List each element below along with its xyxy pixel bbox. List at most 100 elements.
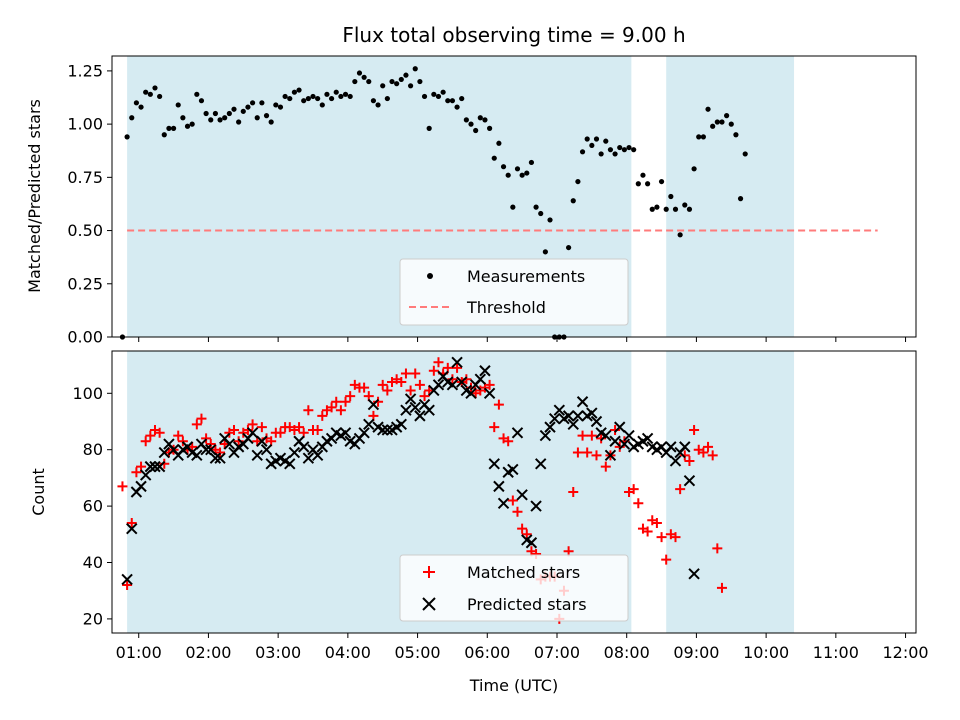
predicted-star-point [400, 404, 412, 416]
measurement-point [184, 123, 191, 129]
measurement-point [649, 206, 655, 212]
top-plot: 0.00 0.25 0.50 0.75 1.00 1.25 Matched/Predict… [25, 55, 917, 347]
measurement-point [514, 166, 521, 172]
predicted-star-point [604, 449, 617, 462]
x-tick-label: 06:00 [464, 643, 510, 662]
measurement-point [500, 164, 507, 170]
measurement-point [440, 89, 446, 95]
predicted-star-point [511, 427, 524, 439]
matched-star-point [633, 498, 644, 509]
legend-predicted-label: Predicted stars [467, 595, 587, 614]
measurement-point [347, 93, 353, 100]
measurement-point [710, 123, 716, 129]
predicted-star-point [451, 356, 463, 368]
measurement-point [482, 117, 488, 123]
matched-star-point [382, 385, 393, 396]
matched-star-point [489, 422, 500, 433]
predicted-star-point [572, 410, 584, 422]
matched-star-point [373, 396, 384, 407]
predicted-star-point [358, 427, 370, 439]
measurement-point [542, 249, 548, 255]
predicted-star-point [618, 438, 631, 450]
predicted-star-point [135, 480, 147, 493]
predicted-star-point [456, 376, 468, 388]
predicted-star-point [395, 418, 408, 431]
matched-star-point [256, 422, 267, 433]
top-legend: Measurements Threshold [399, 258, 629, 326]
measurement-point [491, 155, 497, 161]
matched-star-point [452, 362, 463, 373]
bottom-y-tick-label: 80 [83, 440, 103, 459]
predicted-star-point [139, 469, 152, 481]
measurement-point [510, 204, 516, 210]
matched-star-point [126, 518, 137, 529]
measurement-point [147, 91, 153, 97]
matched-star-point [419, 391, 430, 402]
measurement-point [236, 119, 242, 125]
measurement-point [696, 134, 702, 140]
measurement-point [310, 93, 316, 100]
top-y-tick-label: 0.00 [67, 328, 103, 347]
predicted-star-point [246, 427, 259, 439]
predicted-star-point [363, 418, 375, 431]
measurement-point [714, 119, 720, 125]
matched-star-point [447, 374, 458, 385]
measurement-point [170, 125, 177, 131]
bottom-y-tick-label: 40 [83, 553, 103, 572]
measurement-point [631, 147, 637, 153]
matched-star-point [712, 543, 723, 554]
legend-matched-marker [423, 566, 435, 578]
measurement-point [737, 196, 744, 202]
measurement-point [431, 91, 437, 97]
measurement-point [612, 151, 618, 157]
measurement-point [705, 106, 711, 112]
measurement-point [268, 119, 274, 125]
predicted-star-point [144, 460, 157, 473]
measurement-point [566, 244, 572, 251]
matched-star-point [173, 430, 184, 441]
bottom-y-tick-label: 60 [83, 497, 103, 516]
matched-star-point [131, 467, 142, 478]
measurement-point [435, 93, 442, 100]
predicted-star-point [209, 452, 222, 464]
measurement-point [505, 172, 511, 178]
predicted-star-point [609, 435, 621, 447]
measurement-point [208, 117, 214, 123]
measurement-point [677, 232, 683, 238]
measurement-point [263, 113, 270, 119]
matched-star-point [512, 506, 523, 517]
top-plot-frame [111, 55, 917, 338]
matched-star-point [568, 487, 579, 497]
matched-star-point [466, 382, 477, 393]
measurement-point [454, 104, 460, 110]
measurement-point [259, 100, 265, 106]
measurement-point [570, 198, 576, 204]
x-tick-label: 03:00 [255, 643, 301, 662]
measurement-point [226, 110, 232, 117]
predicted-star-point [576, 396, 589, 408]
matched-star-point [707, 450, 718, 461]
x-tick-label: 01:00 [116, 643, 162, 662]
matched-star-point [303, 405, 314, 416]
predicted-star-point [251, 449, 263, 462]
predicted-star-point [479, 365, 491, 377]
matched-star-point [689, 424, 700, 435]
legend-predicted-marker [422, 597, 436, 611]
measurement-point [449, 98, 456, 104]
predicted-star-point [158, 446, 170, 459]
predicted-star-point [665, 441, 677, 453]
measurement-point [445, 98, 451, 104]
measurement-point [342, 91, 349, 97]
legend-matched-label: Matched stars [467, 563, 580, 582]
predicted-star-point [149, 460, 161, 473]
measurement-point [607, 147, 614, 153]
matched-star-point [461, 374, 472, 385]
measurement-point [189, 121, 195, 127]
predicted-star-point [260, 443, 273, 456]
measurement-point [319, 102, 325, 108]
measurement-point [291, 89, 298, 95]
predicted-star-point [688, 568, 700, 580]
measurement-point [598, 151, 604, 157]
predicted-star-point [381, 424, 394, 436]
x-tick-label: 11:00 [813, 643, 859, 662]
